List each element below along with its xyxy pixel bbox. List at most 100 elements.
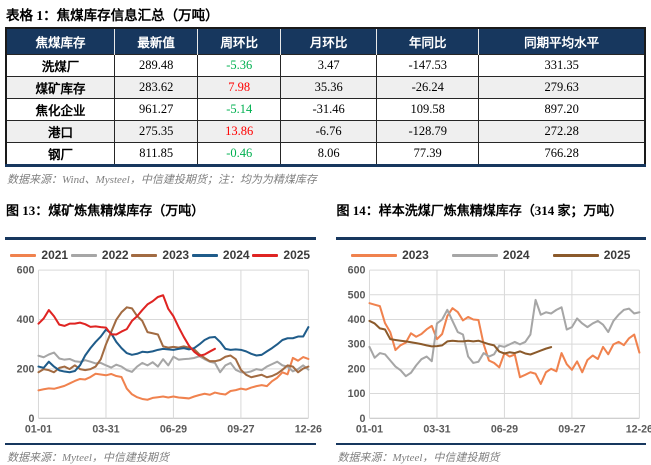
value-cell: 279.63 [478, 76, 646, 99]
figure-13-legend: 2021 2022 2023 2024 2025 [5, 246, 316, 264]
value-cell: 331.35 [478, 54, 646, 77]
table-row: 焦化企业 961.27 -5.14 -31.46 109.58 897.20 [5, 98, 646, 121]
table-row: 钢厂 811.85 -0.46 8.06 77.39 766.28 [5, 142, 646, 166]
legend-line-swatch [552, 253, 599, 257]
legend-item-2025: 2025 [252, 248, 310, 262]
value-cell: 811.85 [114, 142, 199, 166]
column-header: 最新值 [114, 28, 198, 55]
svg-text:09-27: 09-27 [558, 423, 585, 435]
value-cell: -31.46 [280, 98, 378, 121]
svg-text:03-31: 03-31 [423, 423, 450, 435]
figure-14-panel: 图 14：样本洗煤厂炼焦精煤库存（314 家；万吨） 2023 2024 2025 … [335, 203, 651, 465]
legend-item-2023: 2023 [351, 248, 429, 262]
svg-text:600: 600 [17, 265, 35, 277]
figures-row: 图 13：煤矿炼焦精煤库存（万吨） 2021 2022 2023 2024 2025 0… [5, 203, 651, 465]
row-label: 洗煤厂 [5, 54, 116, 77]
inventory-table-body: 洗煤厂 289.48 -5.36 3.47 -147.53 331.35 煤矿库存 283.6… [5, 54, 646, 166]
svg-text:200: 200 [17, 363, 35, 375]
column-header: 焦煤库存 [6, 28, 115, 55]
svg-text:400: 400 [347, 314, 365, 326]
legend-label: 2025 [283, 248, 311, 262]
svg-text:600: 600 [347, 265, 365, 277]
value-cell: 961.27 [114, 98, 199, 121]
figure-13-panel: 图 13：煤矿炼焦精煤库存（万吨） 2021 2022 2023 2024 2025 0… [5, 203, 322, 465]
column-header: 周环比 [197, 28, 281, 55]
svg-text:12-26: 12-26 [625, 423, 651, 435]
legend-line-swatch [351, 253, 398, 257]
row-label: 港口 [5, 120, 116, 143]
row-label: 钢厂 [5, 142, 116, 166]
svg-text:09-27: 09-27 [227, 423, 254, 435]
value-cell: -6.76 [280, 120, 378, 143]
legend-item-2021: 2021 [10, 248, 68, 262]
legend-label: 2024 [222, 248, 250, 262]
value-cell: 3.47 [280, 54, 378, 77]
legend-item-2024: 2024 [191, 248, 250, 262]
value-cell: 35.36 [280, 76, 378, 99]
value-cell: -5.14 [197, 98, 282, 121]
table-source-note: 数据来源：Wind、Mysteel，中信建投期货；注：均为为精煤库存 [7, 174, 317, 186]
svg-text:300: 300 [347, 339, 365, 351]
column-header: 同期平均水平 [478, 28, 645, 55]
figure-13-title-divider [5, 237, 316, 240]
svg-text:0: 0 [359, 413, 365, 425]
figure-14-title: 图 14：样本洗煤厂炼焦精煤库存（314 家；万吨） [336, 203, 623, 218]
svg-text:01-01: 01-01 [355, 423, 382, 435]
legend-label: 2023 [162, 248, 190, 262]
legend-line-swatch [70, 253, 97, 257]
value-cell: -147.53 [376, 54, 480, 77]
value-cell: -26.24 [376, 76, 480, 99]
legend-item-2022: 2022 [70, 248, 129, 262]
svg-text:200: 200 [347, 363, 365, 375]
svg-text:500: 500 [347, 289, 365, 301]
legend-item-2024: 2024 [451, 248, 530, 262]
value-cell: 766.28 [478, 142, 646, 166]
svg-text:100: 100 [347, 388, 365, 400]
figure-13-source: 数据来源：Myteel，中信建投期货 [7, 451, 169, 464]
value-cell: 8.06 [280, 142, 378, 166]
value-cell: 897.20 [478, 98, 646, 121]
legend-label: 2022 [101, 248, 129, 262]
svg-text:0: 0 [29, 413, 35, 425]
legend-label: 2021 [41, 248, 69, 262]
row-label: 煤矿库存 [5, 76, 116, 99]
value-cell: 272.28 [478, 120, 646, 143]
value-cell: 77.39 [376, 142, 480, 166]
column-header: 月环比 [280, 28, 377, 55]
row-label: 焦化企业 [5, 98, 116, 121]
legend-line-swatch [131, 253, 158, 257]
legend-label: 2024 [502, 248, 530, 262]
figure-13-title: 图 13：煤矿炼焦精煤库存（万吨） [6, 203, 205, 218]
svg-text:01-01: 01-01 [25, 423, 52, 435]
svg-text:03-31: 03-31 [92, 423, 119, 435]
legend-label: 2023 [402, 248, 429, 262]
value-cell: -128.79 [376, 120, 480, 143]
value-cell: 283.62 [114, 76, 199, 99]
figure-14-chart: 0 100 200 300 400 500 600 01-01 03-31 06-29 09-27 1… [347, 265, 651, 436]
report-page: 表格 1：焦煤库存信息汇总（万吨） 焦煤库存 最新值 周环比 月环比 年同比 同期平均水平… [5, 4, 651, 465]
figure-14-legend: 2023 2024 2025 [336, 246, 647, 264]
svg-text:06-29: 06-29 [160, 423, 187, 435]
inventory-table: 焦煤库存 最新值 周环比 月环比 年同比 同期平均水平 洗煤厂 289.48 -5.36 3.4… [5, 27, 646, 167]
legend-item-2025: 2025 [552, 248, 631, 262]
legend-item-2023: 2023 [131, 248, 189, 262]
figure-13-bottom-divider [5, 442, 316, 445]
value-cell: 13.86 [197, 120, 282, 143]
legend-line-swatch [10, 253, 37, 257]
legend-line-swatch [191, 253, 218, 257]
figure-14-title-divider [335, 237, 646, 240]
svg-text:12-26: 12-26 [295, 423, 322, 435]
svg-text:06-29: 06-29 [490, 423, 517, 435]
value-cell: 275.35 [114, 120, 199, 143]
legend-line-swatch [252, 253, 279, 257]
value-cell: 109.58 [376, 98, 480, 121]
table-title: 表格 1：焦煤库存信息汇总（万吨） [6, 8, 219, 23]
figure-13-chart: 0 200 400 600 01-01 03-31 06-29 09-27 12-26 [17, 265, 322, 436]
header-row: 焦煤库存 最新值 周环比 月环比 年同比 同期平均水平 [6, 28, 645, 55]
value-cell: 7.98 [197, 76, 282, 99]
figure-14-bottom-divider [335, 442, 646, 445]
legend-label: 2025 [603, 248, 631, 262]
table-row: 煤矿库存 283.62 7.98 35.36 -26.24 279.63 [5, 76, 646, 99]
figure-14-source: 数据来源：Myteel，中信建投期货 [337, 451, 500, 464]
svg-text:400: 400 [17, 314, 35, 326]
